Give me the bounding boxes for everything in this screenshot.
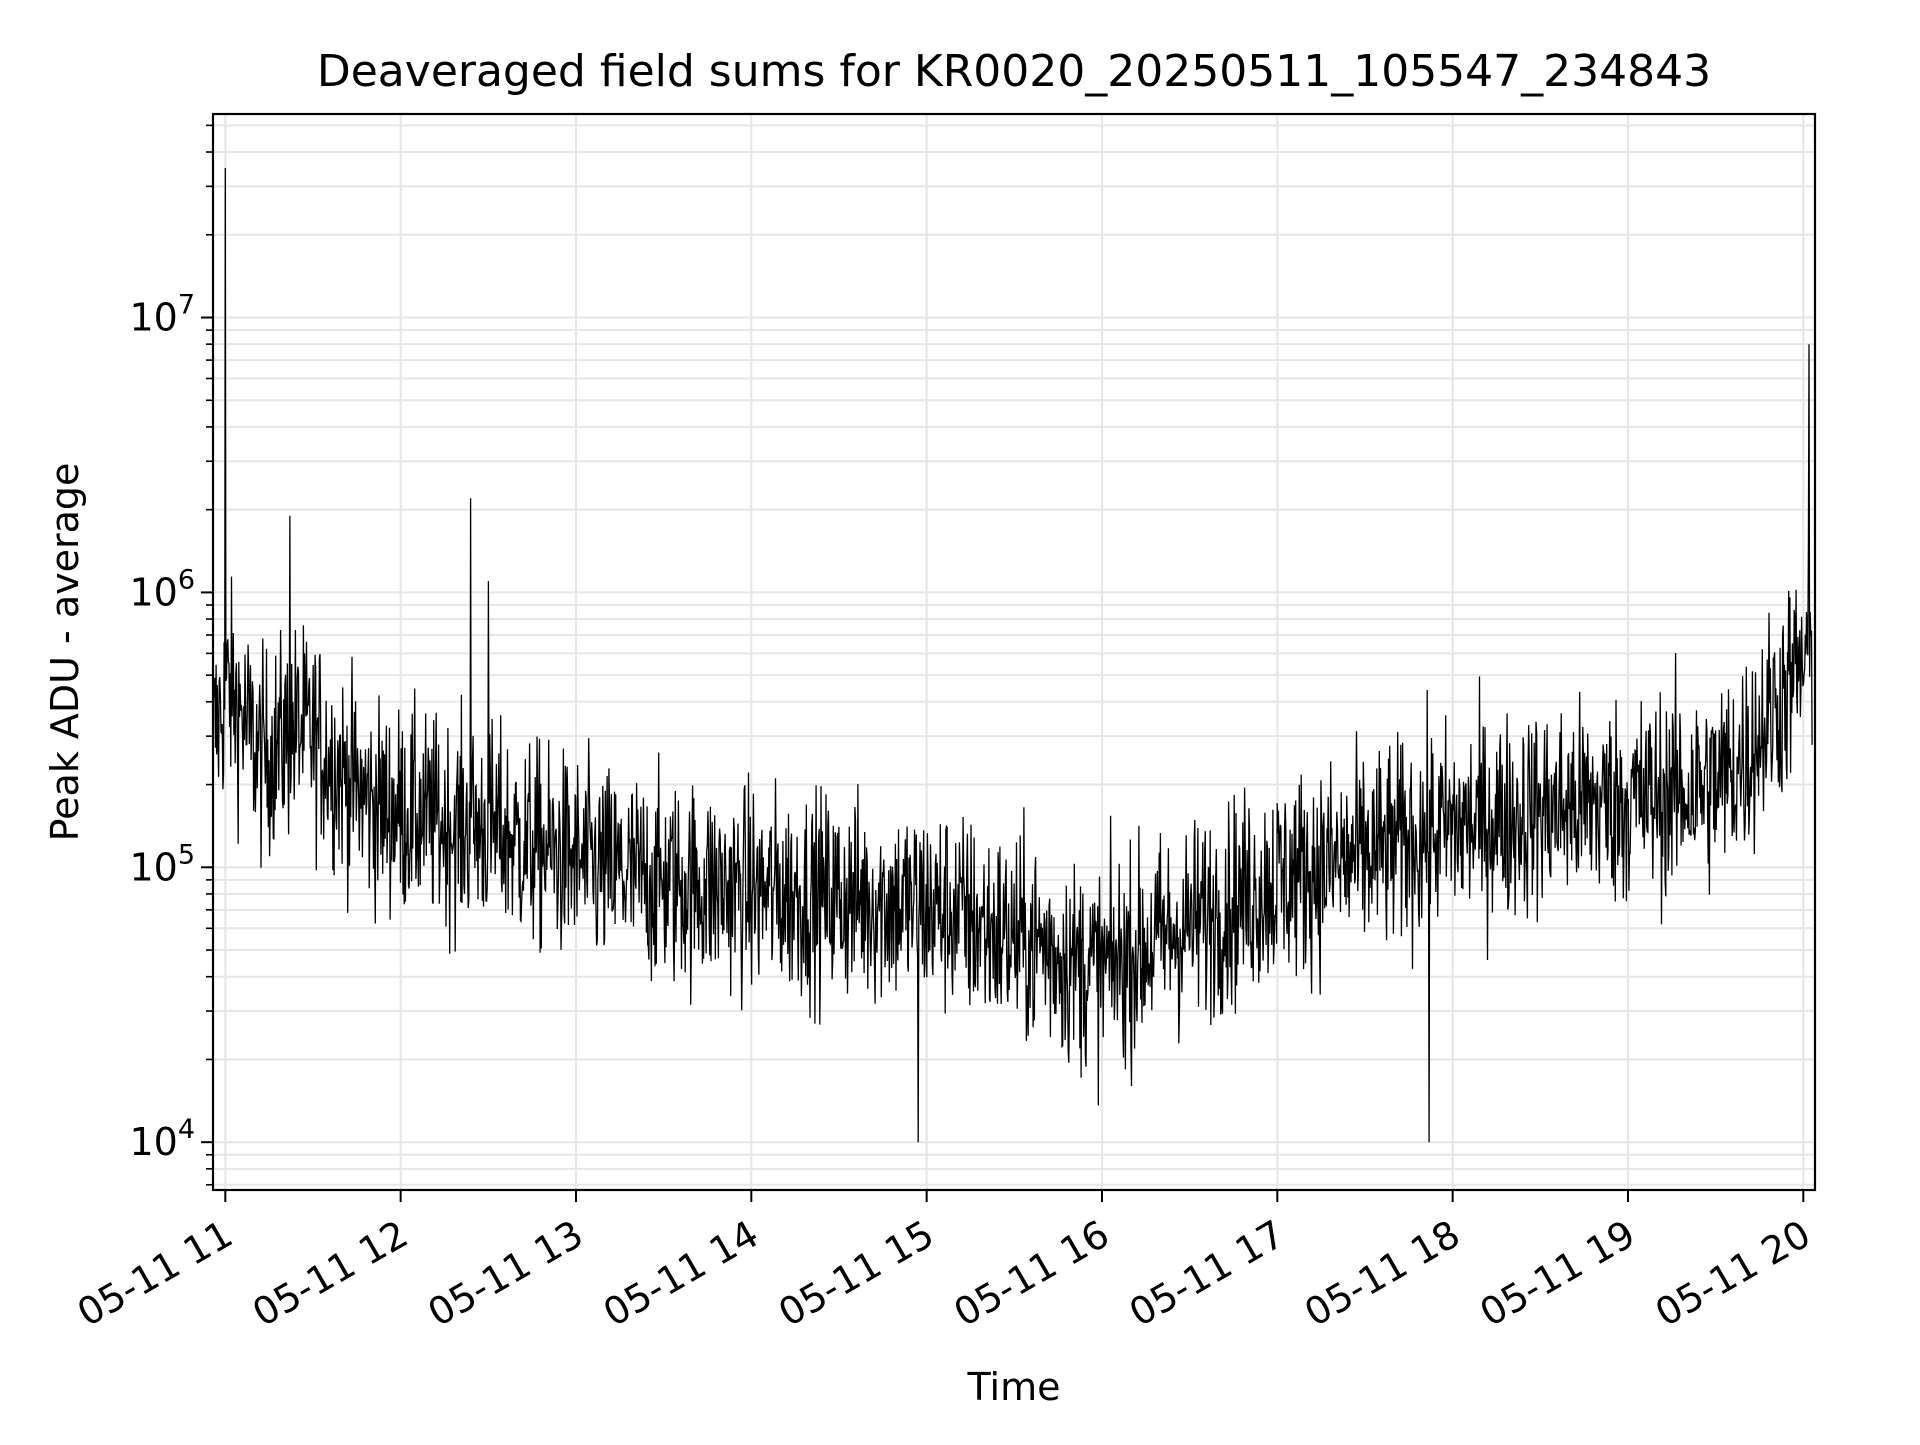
x-axis-label: Time (967, 1365, 1061, 1409)
x-tick-label: 05-11 16 (947, 1212, 1117, 1336)
series-line (212, 167, 1813, 1143)
axes-frame (211, 112, 1817, 1192)
x-tick-label: 05-11 20 (1648, 1212, 1818, 1336)
x-tick-label: 05-11 15 (771, 1212, 941, 1336)
series-layer (212, 167, 1813, 1143)
x-tick-label: 05-11 14 (596, 1212, 766, 1336)
x-tick-label: 05-11 12 (245, 1212, 415, 1336)
x-tick-label: 05-11 18 (1297, 1212, 1467, 1336)
x-tick-label: 05-11 17 (1122, 1212, 1292, 1336)
y-axis-label: Peak ADU - average (43, 463, 87, 842)
y-tick-label: 105 (129, 839, 195, 889)
x-tick-label: 05-11 19 (1473, 1212, 1643, 1336)
chart-title: Deaveraged field sums for KR0020_2025051… (317, 46, 1711, 97)
y-tick-label: 104 (129, 1114, 195, 1164)
x-tick-label: 05-11 13 (421, 1212, 591, 1336)
x-tick-label: 05-11 11 (70, 1212, 240, 1336)
y-tick-label: 106 (129, 564, 195, 614)
grid-layer (213, 114, 1815, 1190)
y-tick-label: 107 (129, 290, 195, 340)
